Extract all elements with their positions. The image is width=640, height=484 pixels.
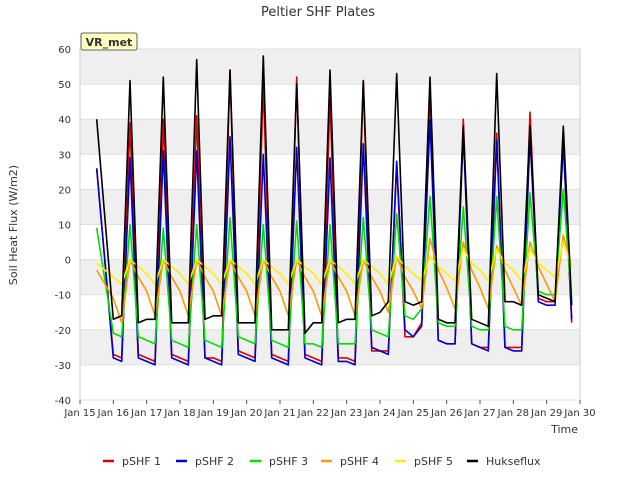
series-line [96,241,573,286]
x-tick-label: Jan 18 [163,408,195,419]
x-tick-label: Jan 29 [530,408,562,419]
legend: pSHF 1 pSHF 2 pSHF 3 pSHF 4 pSHF 5 Hukseflux [103,455,541,468]
plot-band [80,329,580,365]
y-tick-label: 20 [58,185,71,196]
x-axis-ticks: Jan 15 Jan 16 Jan 17 Jan 18 Jan 19 Jan 20 Jan … [63,400,596,419]
series-line [95,55,573,335]
y-tick-label: 10 [58,221,71,232]
y-tick-label: -30 [55,361,71,372]
series-line [95,118,573,366]
y-axis-label: Soil Heat Flux (W/m2) [7,165,20,285]
station-badge-label: VR_met [86,36,133,49]
x-tick-label: Jan 24 [363,408,395,419]
x-tick-label: Jan 27 [463,408,495,419]
x-tick-label: Jan 17 [130,408,162,419]
series-line [96,234,573,324]
x-tick-label: Jan 28 [497,408,529,419]
plot-band [80,259,580,295]
y-tick-label: 40 [58,115,71,126]
y-tick-label: 0 [65,256,71,267]
plot-band [80,119,580,155]
y-tick-label: 50 [58,80,71,91]
station-badge: VR_met [80,32,138,51]
y-axis-ticks: -40 -30 -20 -10 0 10 20 30 40 50 60 [55,45,71,407]
y-tick-label: 30 [58,150,71,161]
plot-band [80,189,580,225]
legend-label: pSHF 1 [122,455,161,468]
legend-label: pSHF 5 [414,455,453,468]
x-tick-label: Jan 16 [97,408,129,419]
station-badge-box [80,32,138,51]
x-tick-label: Jan 26 [430,408,462,419]
y-tick-label: -20 [55,326,71,337]
x-tick-label: Jan 20 [230,408,262,419]
series-layer [95,55,573,366]
x-tick-label: Jan 19 [197,408,229,419]
x-axis-label: Time [550,423,578,436]
x-tick-label: Jan 23 [330,408,362,419]
legend-label: Hukseflux [486,455,541,468]
chart-title: Peltier SHF Plates [261,5,375,20]
y-tick-label: -40 [55,396,71,407]
x-tick-label: Jan 22 [297,408,329,419]
legend-label: pSHF 3 [269,455,308,468]
x-tick-label: Jan 21 [263,408,295,419]
x-tick-label: Jan 30 [563,408,595,419]
x-tick-label: Jan 15 [63,408,95,419]
legend-label: pSHF 2 [195,455,234,468]
y-tick-label: 60 [58,45,71,56]
x-tick-label: Jan 25 [397,408,429,419]
series-line [95,188,573,349]
legend-label: pSHF 4 [340,455,379,468]
y-tick-label: -10 [55,291,71,302]
